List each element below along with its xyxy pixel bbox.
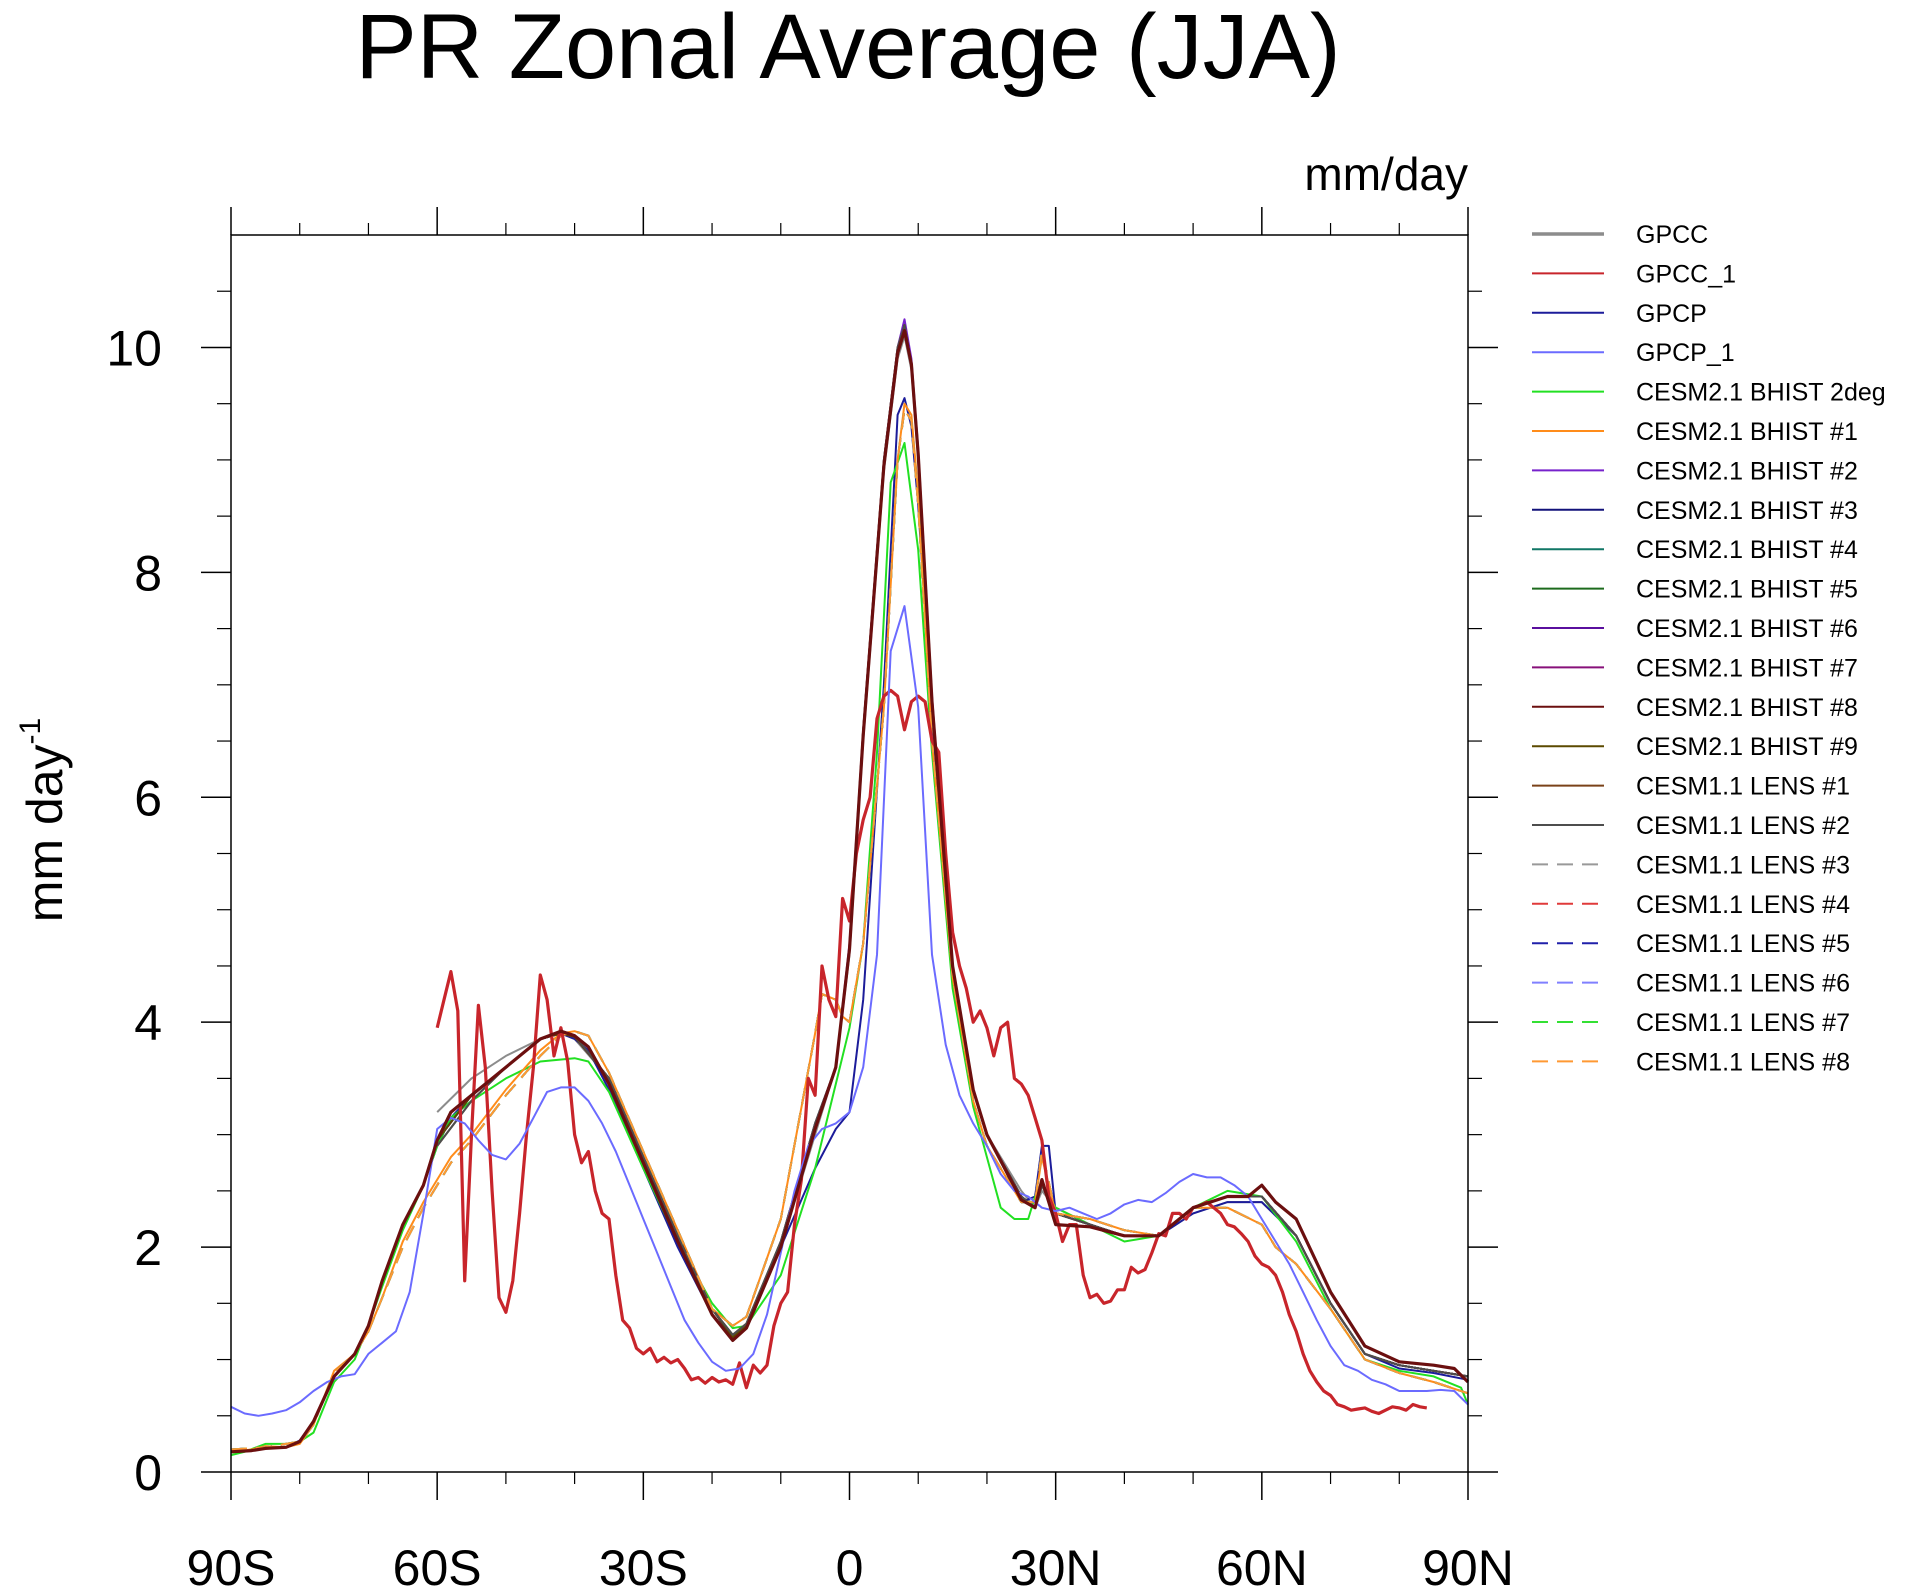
legend-label: CESM2.1 BHIST #3	[1636, 497, 1858, 525]
series-line	[436, 324, 1469, 1378]
legend-label: CESM2.1 BHIST #6	[1636, 615, 1858, 643]
x-tick-label: 60S	[393, 1540, 482, 1595]
plot-frame	[230, 234, 1469, 1473]
series-line	[436, 335, 1469, 1378]
y-axis-label: mm day-1	[14, 718, 73, 923]
x-tick-label: 0	[836, 1540, 864, 1595]
legend-label: CESM2.1 BHIST #4	[1636, 536, 1858, 564]
series-line	[436, 324, 1469, 1378]
series-line	[436, 324, 1469, 1378]
y-tick-label: 0	[134, 1445, 162, 1501]
x-tick-label: 90S	[187, 1540, 276, 1595]
legend-label: CESM1.1 LENS #6	[1636, 970, 1850, 998]
y-tick-label: 2	[134, 1220, 162, 1276]
y-axis-label-text: mm day	[17, 744, 73, 922]
units-label: mm/day	[1304, 148, 1468, 200]
series-line	[230, 329, 1470, 1454]
legend-label: CESM1.1 LENS #1	[1636, 773, 1850, 801]
legend-label: CESM2.1 BHIST 2deg	[1636, 379, 1886, 407]
y-axis-label-superscript: -1	[14, 718, 47, 745]
series-line	[436, 329, 1469, 1378]
legend-label: GPCP_1	[1636, 339, 1735, 367]
series-line	[436, 324, 1469, 1378]
legend-label: CESM2.1 BHIST #5	[1636, 576, 1858, 604]
y-tick-label: 6	[134, 770, 162, 826]
y-tick-label: 10	[106, 320, 162, 376]
legend-label: CESM2.1 BHIST #9	[1636, 733, 1858, 761]
series-line	[436, 318, 1469, 1378]
legend-label: GPCC	[1636, 221, 1708, 249]
legend-label: CESM1.1 LENS #5	[1636, 930, 1850, 958]
series-lines	[230, 318, 1470, 1457]
legend: GPCC GPCC_1 GPCP GPCP_1 CESM2.1 BHIST 2deg CE…	[1532, 221, 1886, 1076]
legend-label: CESM1.1 LENS #2	[1636, 812, 1850, 840]
x-tick-label: 60N	[1216, 1540, 1308, 1595]
legend-label: CESM2.1 BHIST #1	[1636, 418, 1858, 446]
legend-label: CESM1.1 LENS #8	[1636, 1048, 1850, 1076]
legend-label: CESM2.1 BHIST #8	[1636, 694, 1858, 722]
x-tick-label: 30S	[599, 1540, 688, 1595]
series-line	[436, 324, 1469, 1378]
legend-label: CESM1.1 LENS #7	[1636, 1009, 1850, 1037]
series-line	[436, 329, 1469, 1378]
y-tick-label: 4	[134, 995, 162, 1051]
axes: 90S 60S 30S 0 30N 60N 90N 0 2 4 6 8 10	[106, 207, 1514, 1595]
series-line	[436, 329, 1469, 1378]
legend-label: GPCC_1	[1636, 260, 1736, 288]
legend-label: CESM1.1 LENS #3	[1636, 851, 1850, 879]
legend-label: CESM2.1 BHIST #2	[1636, 457, 1858, 485]
series-line	[435, 688, 1428, 1416]
x-tick-label: 90N	[1422, 1540, 1514, 1595]
series-line	[230, 605, 1469, 1417]
legend-label: CESM2.1 BHIST #7	[1636, 654, 1858, 682]
legend-label: CESM1.1 LENS #4	[1636, 891, 1850, 919]
y-tick-label: 8	[134, 545, 162, 601]
chart-title: PR Zonal Average (JJA)	[355, 0, 1340, 98]
legend-label: GPCP	[1636, 300, 1707, 328]
x-tick-label: 30N	[1010, 1540, 1102, 1595]
